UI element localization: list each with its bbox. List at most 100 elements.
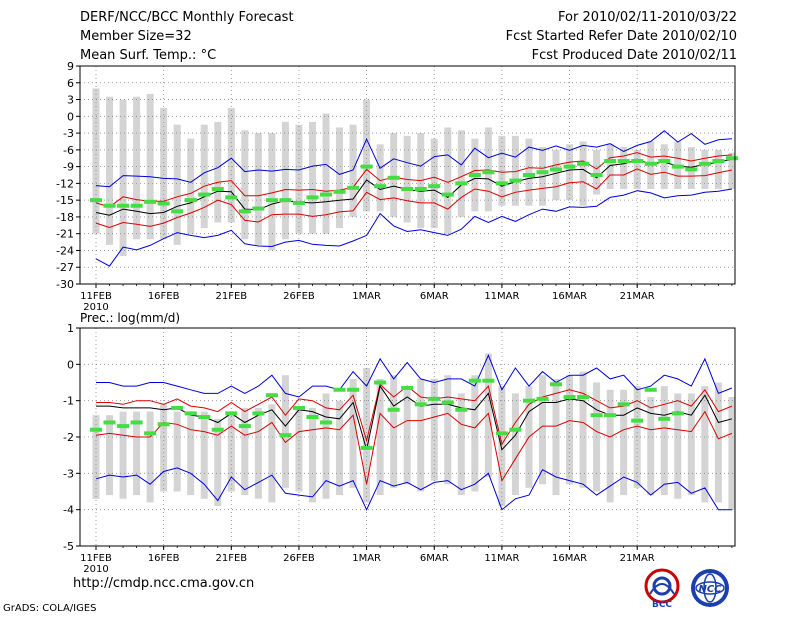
member-range-bar xyxy=(349,124,357,217)
x-tick-label: 1MAR xyxy=(352,291,381,302)
observed-marker xyxy=(685,167,698,172)
x-year-label: 2010 xyxy=(83,564,108,575)
y-tick-label: -21 xyxy=(56,228,74,241)
observed-marker xyxy=(577,395,590,400)
member-range-bar xyxy=(687,393,695,496)
observed-marker xyxy=(563,395,576,400)
observed-marker xyxy=(441,400,454,405)
observed-marker xyxy=(211,427,224,432)
member-range-bar xyxy=(593,149,601,195)
member-range-bar xyxy=(146,93,154,240)
member-range-bar xyxy=(268,133,276,251)
member-range-bar xyxy=(511,393,519,496)
observed-marker xyxy=(387,175,400,180)
member-range-bar xyxy=(390,133,398,217)
member-range-bar xyxy=(430,138,438,229)
member-range-bar xyxy=(92,88,100,234)
x-tick-label: 26FEB xyxy=(283,553,315,564)
y-tick-label: 6 xyxy=(67,77,74,90)
member-range-bar xyxy=(714,149,722,189)
observed-marker xyxy=(347,185,360,190)
observed-marker xyxy=(171,405,184,410)
observed-marker xyxy=(374,380,387,385)
observed-marker xyxy=(184,411,197,416)
member-range-bar xyxy=(484,127,492,212)
x-tick-label: 16MAR xyxy=(552,553,587,564)
member-range-bar xyxy=(728,397,736,510)
observed-marker xyxy=(292,200,305,205)
observed-marker xyxy=(211,186,224,191)
x-tick-label: 11MAR xyxy=(484,291,519,302)
member-range-bar xyxy=(200,411,208,499)
observed-marker xyxy=(347,387,360,392)
member-range-bar xyxy=(525,138,533,206)
member-range-bar xyxy=(620,389,628,496)
y-tick-label: 1 xyxy=(67,322,74,335)
member-range-bar xyxy=(308,407,316,503)
series-line-ensemble-max xyxy=(95,130,732,188)
observed-marker xyxy=(536,396,549,401)
x-tick-label: 16MAR xyxy=(552,291,587,302)
member-range-bar xyxy=(457,393,465,496)
member-range-bar xyxy=(119,99,127,257)
y-tick-label: -3 xyxy=(63,467,74,480)
observed-marker xyxy=(414,402,427,407)
y-tick-label: -2 xyxy=(63,431,74,444)
member-range-bar xyxy=(349,378,357,488)
y-tick-label: -12 xyxy=(56,177,74,190)
plot-frame xyxy=(79,327,736,547)
member-range-bar xyxy=(214,121,222,223)
bcc-logo-icon: BCC xyxy=(644,568,680,610)
series-line-ensemble-min xyxy=(95,188,732,267)
y-tick-label: 0 xyxy=(67,110,74,123)
observed-marker xyxy=(360,164,373,169)
footer-url[interactable]: http://cmdp.ncc.cma.gov.cn xyxy=(73,576,255,591)
member-range-bar xyxy=(160,404,168,492)
member-range-bar xyxy=(241,407,249,496)
member-range-bar xyxy=(214,418,222,507)
observed-marker xyxy=(468,173,481,177)
observed-marker xyxy=(320,192,333,197)
observed-marker xyxy=(320,420,333,425)
observed-marker xyxy=(157,201,170,206)
member-range-bar xyxy=(336,400,344,496)
observed-marker xyxy=(428,184,441,189)
observed-marker xyxy=(712,159,725,164)
y-tick-label: -9 xyxy=(63,161,74,174)
observed-marker xyxy=(387,407,400,412)
y-tick-label: -5 xyxy=(63,540,74,553)
observed-marker xyxy=(279,433,292,438)
precip-panel-title: Prec.: log(mm/d) xyxy=(80,311,180,325)
y-tick-label: 0 xyxy=(67,358,74,371)
observed-marker xyxy=(144,199,157,204)
member-range-bar xyxy=(308,121,316,234)
y-tick-label: -15 xyxy=(56,194,74,207)
member-range-bar xyxy=(281,375,289,488)
observed-marker xyxy=(292,405,305,410)
member-range-bar xyxy=(241,130,249,240)
member-range-bar xyxy=(106,415,114,496)
member-range-bar xyxy=(660,386,668,496)
y-tick-label: -24 xyxy=(56,244,74,257)
observed-marker xyxy=(725,156,738,161)
member-range-bar xyxy=(714,382,722,503)
observed-marker xyxy=(468,378,481,383)
observed-marker xyxy=(238,424,251,429)
member-range-bar xyxy=(444,127,452,234)
observed-marker xyxy=(117,203,130,208)
grads-credit: GrADS: COLA/IGES xyxy=(3,603,97,614)
observed-marker xyxy=(671,411,684,416)
member-range-bar xyxy=(254,133,262,245)
y-tick-label: -6 xyxy=(63,144,74,157)
y-tick-label: -1 xyxy=(63,395,74,408)
observed-marker xyxy=(130,203,143,208)
member-range-bar xyxy=(119,411,127,499)
observed-marker xyxy=(265,393,278,398)
observed-marker xyxy=(171,209,184,214)
member-range-bar xyxy=(160,107,168,240)
observed-marker xyxy=(360,445,373,450)
observed-marker xyxy=(482,378,495,383)
observed-marker xyxy=(482,170,495,175)
